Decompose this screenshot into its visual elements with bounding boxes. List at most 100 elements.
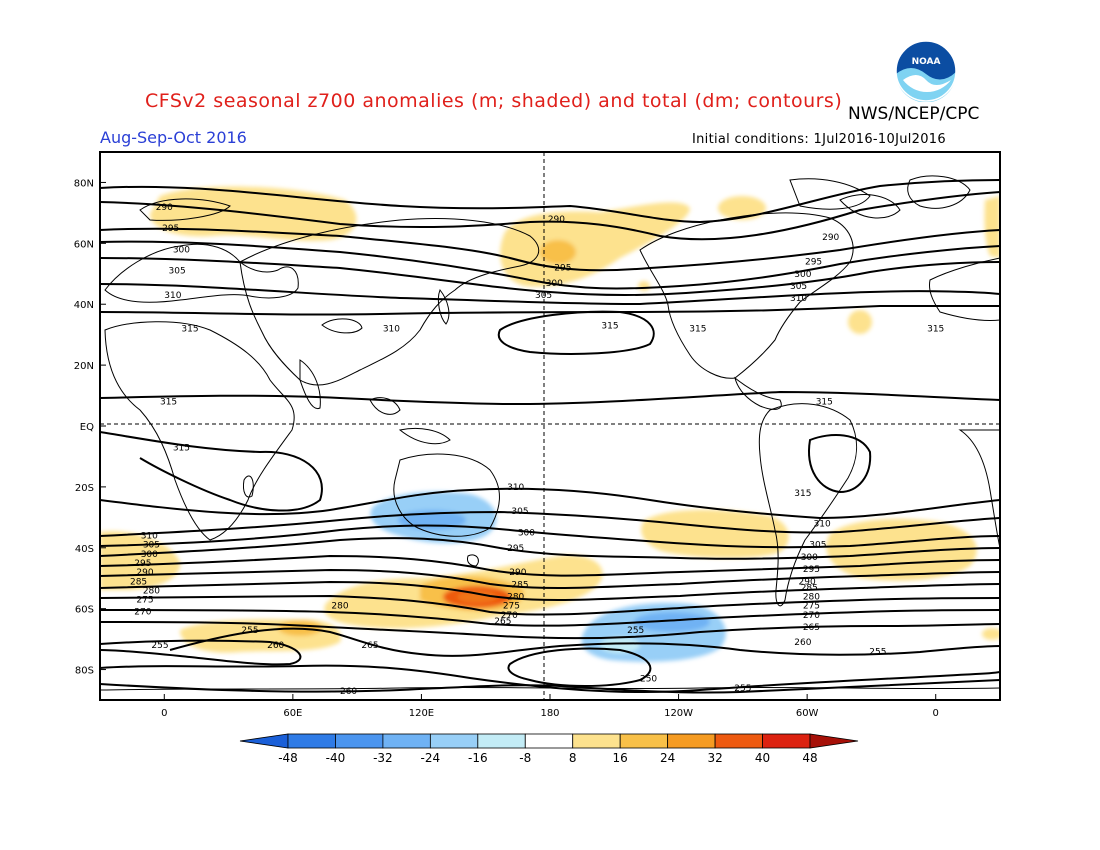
contour-label: 305 (143, 541, 160, 551)
colorbar-label: -32 (373, 751, 393, 765)
contour-label: 305 (535, 291, 552, 301)
colorbar-box (335, 733, 384, 749)
contour-label: 275 (136, 596, 153, 606)
contour-label: 260 (794, 638, 811, 648)
contour-label: 295 (162, 224, 179, 234)
contour-label: 280 (803, 592, 820, 602)
colorbar-left-arrow (239, 733, 289, 749)
contour-label: 275 (503, 602, 520, 612)
contour-label: 315 (816, 398, 833, 408)
colorbar-box (762, 733, 811, 749)
contour-label: 280 (507, 592, 524, 602)
map-title: CFSv2 seasonal z700 anomalies (m; shaded… (145, 90, 843, 112)
initial-conditions-label: Initial conditions: 1Jul2016-10Jul2016 (692, 132, 946, 147)
colorbar-box (477, 733, 526, 749)
colorbar-label: 16 (613, 751, 628, 765)
contour-label: 265 (494, 617, 511, 627)
lat-tick-label: 80S (75, 666, 94, 677)
colorbar-label: -24 (421, 751, 441, 765)
contour-label: 255 (734, 684, 751, 694)
latitude-axis: 80N 60N 40N 20N EQ 20S 40S 60S 80S (74, 178, 106, 677)
contour-label: 295 (134, 559, 151, 569)
colorbar-label: 8 (569, 751, 577, 765)
lon-tick-label: 120E (409, 708, 434, 719)
contour-label: 305 (809, 541, 826, 551)
contour-label: 255 (151, 641, 168, 651)
contour-label: 315 (927, 325, 944, 335)
lat-tick-label: 40S (75, 544, 94, 555)
colorbar-label: -16 (468, 751, 488, 765)
contour-label: 250 (640, 675, 657, 685)
contour-label: 315 (601, 322, 618, 332)
colorbar-box (619, 733, 669, 749)
contour-label: 305 (511, 507, 528, 517)
contour-label: 255 (869, 647, 886, 657)
contour-label: 295 (554, 264, 571, 274)
contour-label: 285 (801, 583, 818, 593)
contour-label: 295 (805, 258, 822, 268)
lat-tick-label: 40N (74, 300, 94, 311)
contour-label: 310 (383, 325, 400, 335)
contour-label: 260 (267, 641, 284, 651)
contour-label: 300 (546, 279, 563, 289)
colorbar-box (572, 733, 621, 749)
contour-label: 275 (803, 602, 820, 612)
lon-tick-label: 0 (161, 708, 167, 719)
contour-label: 270 (134, 608, 151, 618)
contour-label: 310 (141, 532, 158, 542)
colorbar-box (524, 733, 574, 749)
colorbar-label: -40 (326, 751, 346, 765)
contour-label: 290 (156, 203, 173, 213)
colorbar-box (429, 733, 479, 749)
contour-label: 295 (803, 565, 820, 575)
colorbar-right-arrow (809, 733, 859, 749)
contour-label: 315 (160, 398, 177, 408)
contour-label: 265 (803, 623, 820, 633)
colorbar-box (667, 733, 716, 749)
contour-label: 290 (548, 215, 565, 225)
contour-label: 290 (799, 577, 816, 587)
colorbar-label: -8 (519, 751, 531, 765)
colorbar-label: -48 (278, 751, 298, 765)
contour-label: 295 (507, 544, 524, 554)
contour-label: 255 (241, 626, 258, 636)
lon-tick-label: 60E (283, 708, 302, 719)
contour-label: 315 (173, 443, 190, 453)
contour-label: 315 (794, 489, 811, 499)
contour-label: 300 (173, 245, 190, 255)
contour-label: 310 (790, 294, 807, 304)
noaa-logo: NOAA (895, 40, 957, 102)
coastlines (100, 175, 1000, 691)
colorbar-box (382, 733, 431, 749)
colorbar-box (714, 733, 763, 749)
logo-text: NOAA (912, 57, 941, 67)
contour-label: 285 (511, 580, 528, 590)
contour-label: 280 (143, 586, 160, 596)
contour-label: 285 (130, 577, 147, 587)
contour-label: 300 (801, 553, 818, 563)
contour-label: 300 (141, 550, 158, 560)
lat-tick-label: EQ (80, 422, 94, 433)
contour-label: 270 (501, 611, 518, 621)
contour-label: 315 (689, 325, 706, 335)
lon-tick-label: 60W (796, 708, 819, 719)
longitude-axis: 0 60E 120E 180 120W 60W 0 (161, 694, 939, 719)
colorbar-label: 48 (802, 751, 817, 765)
colorbar-label: 24 (660, 751, 675, 765)
contour-label: 300 (794, 270, 811, 280)
colorbar-box (287, 733, 336, 749)
contour-label: 270 (803, 611, 820, 621)
colorbar-label: 32 (707, 751, 722, 765)
season-label: Aug-Sep-Oct 2016 (100, 128, 247, 147)
contour-label: 290 (136, 568, 153, 578)
contour-label: 310 (507, 483, 524, 493)
lat-tick-label: 20S (75, 483, 94, 494)
contour-label: 290 (822, 233, 839, 243)
contour-label: 280 (331, 602, 348, 612)
lat-tick-label: 60S (75, 605, 94, 616)
agency-label: NWS/NCEP/CPC (848, 104, 980, 124)
lat-tick-label: 20N (74, 361, 94, 372)
